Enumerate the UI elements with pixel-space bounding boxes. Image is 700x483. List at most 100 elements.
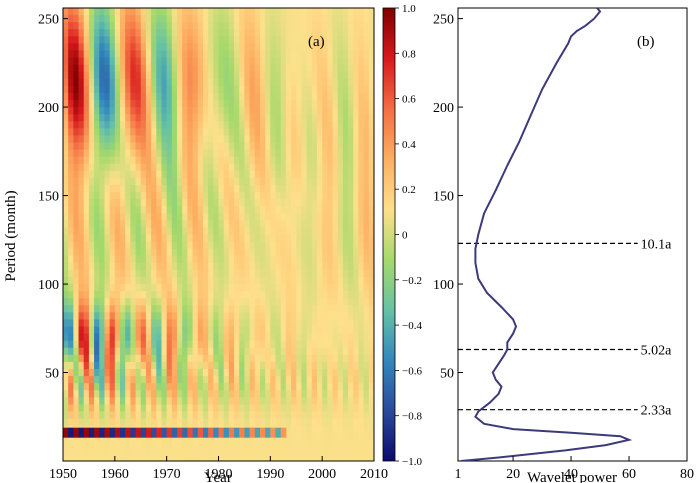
heatmap-cell bbox=[177, 64, 183, 73]
heatmap-cell bbox=[239, 199, 246, 207]
heatmap-cell bbox=[322, 114, 328, 122]
heatmap-cell bbox=[171, 446, 178, 455]
heatmap-cell bbox=[130, 163, 137, 172]
heatmap-cell bbox=[166, 213, 173, 221]
heatmap-cell bbox=[301, 368, 308, 377]
heatmap-cell bbox=[94, 78, 100, 87]
heatmap-cell bbox=[254, 262, 261, 271]
heatmap-cell bbox=[104, 347, 111, 356]
heatmap-cell bbox=[213, 149, 220, 158]
heatmap-cell bbox=[259, 340, 266, 349]
heatmap-cell bbox=[285, 432, 292, 441]
heatmap-cell bbox=[306, 397, 313, 405]
heatmap-cell bbox=[218, 22, 225, 30]
heatmap-cell bbox=[342, 57, 349, 66]
heatmap-cell bbox=[114, 121, 121, 129]
heatmap-cell bbox=[332, 184, 339, 193]
heatmap-cell bbox=[94, 390, 100, 398]
heatmap-cell bbox=[145, 347, 152, 356]
heatmap-cell bbox=[332, 64, 339, 73]
heatmap-cell bbox=[78, 43, 85, 52]
heatmap-cell bbox=[99, 107, 106, 115]
heatmap-cell bbox=[301, 206, 308, 214]
heatmap-cell bbox=[301, 234, 308, 243]
heatmap-band-cell bbox=[73, 427, 80, 438]
heatmap-cell bbox=[285, 100, 292, 108]
heatmap-cell bbox=[140, 92, 147, 101]
heatmap-cell bbox=[208, 142, 214, 151]
heatmap-cell bbox=[234, 354, 240, 363]
heatmap-cell bbox=[311, 432, 318, 441]
heatmap-cell bbox=[145, 276, 152, 285]
heatmap-cell bbox=[156, 319, 163, 328]
heatmap-cell bbox=[125, 8, 131, 16]
heatmap-cell bbox=[234, 142, 240, 151]
heatmap-cell bbox=[358, 114, 365, 122]
heatmap-cell bbox=[218, 269, 225, 278]
heatmap-cell bbox=[145, 64, 152, 73]
heatmap-cell bbox=[68, 368, 74, 377]
heatmap-cell bbox=[109, 333, 116, 342]
heatmap-cell bbox=[275, 291, 282, 299]
heatmap-cell bbox=[130, 354, 137, 363]
heatmap-cell bbox=[239, 220, 246, 229]
heatmap-cell bbox=[363, 114, 370, 122]
heatmap-cell bbox=[88, 262, 95, 271]
heatmap-cell bbox=[151, 107, 157, 115]
heatmap-cell bbox=[202, 326, 209, 335]
heatmap-cell bbox=[353, 22, 360, 30]
heatmap-cell bbox=[311, 92, 318, 101]
heatmap-cell bbox=[234, 368, 240, 377]
heatmap-cell bbox=[223, 439, 230, 448]
heatmap-band-cell bbox=[125, 427, 131, 438]
heatmap-cell bbox=[244, 234, 251, 243]
heatmap-cell bbox=[156, 142, 163, 151]
heatmap-cell bbox=[348, 390, 354, 398]
heatmap-band-cell bbox=[130, 427, 137, 438]
heatmap-cell bbox=[171, 156, 178, 165]
heatmap-cell bbox=[234, 390, 240, 398]
heatmap-cell bbox=[249, 284, 256, 292]
heatmap-cell bbox=[306, 8, 313, 16]
heatmap-cell bbox=[99, 439, 106, 448]
heatmap-cell bbox=[145, 213, 152, 221]
heatmap-cell bbox=[94, 269, 100, 278]
heatmap-cell bbox=[73, 206, 80, 214]
heatmap-cell bbox=[249, 298, 256, 306]
heatmap-cell bbox=[358, 192, 365, 200]
heatmap-cell bbox=[109, 446, 116, 455]
heatmap-cell bbox=[332, 347, 339, 356]
heatmap-cell bbox=[171, 276, 178, 285]
heatmap-cell bbox=[197, 8, 204, 16]
heatmap-cell bbox=[104, 411, 111, 420]
heatmap-cell bbox=[228, 57, 235, 66]
heatmap-cell bbox=[125, 128, 131, 137]
heatmap-cell bbox=[109, 418, 116, 427]
heatmap-cell bbox=[177, 340, 183, 349]
heatmap-cell bbox=[120, 64, 126, 73]
heatmap-cell bbox=[337, 439, 344, 448]
heatmap-cell bbox=[363, 241, 370, 250]
heatmap-cell bbox=[358, 128, 365, 137]
reference-line-label: 10.1a bbox=[641, 237, 673, 252]
heatmap-cell bbox=[275, 107, 282, 115]
heatmap-cell bbox=[151, 453, 157, 461]
heatmap-cell bbox=[228, 418, 235, 427]
heatmap-cell bbox=[249, 361, 256, 370]
heatmap-cell bbox=[99, 8, 106, 16]
heatmap-band-cell bbox=[218, 427, 225, 438]
heatmap-cell bbox=[265, 149, 271, 158]
heatmap-cell bbox=[63, 340, 69, 349]
heatmap-cell bbox=[197, 347, 204, 356]
heatmap-cell bbox=[291, 149, 297, 158]
heatmap-cell bbox=[78, 390, 85, 398]
heatmap-cell bbox=[358, 43, 365, 52]
heatmap-cell bbox=[63, 206, 69, 214]
heatmap-cell bbox=[120, 29, 126, 37]
heatmap-cell bbox=[99, 36, 106, 44]
heatmap-cell bbox=[353, 305, 360, 313]
heatmap-cell bbox=[265, 368, 271, 377]
heatmap-cell bbox=[161, 149, 168, 158]
heatmap-cell bbox=[68, 184, 74, 193]
heatmap-cell bbox=[363, 22, 370, 30]
